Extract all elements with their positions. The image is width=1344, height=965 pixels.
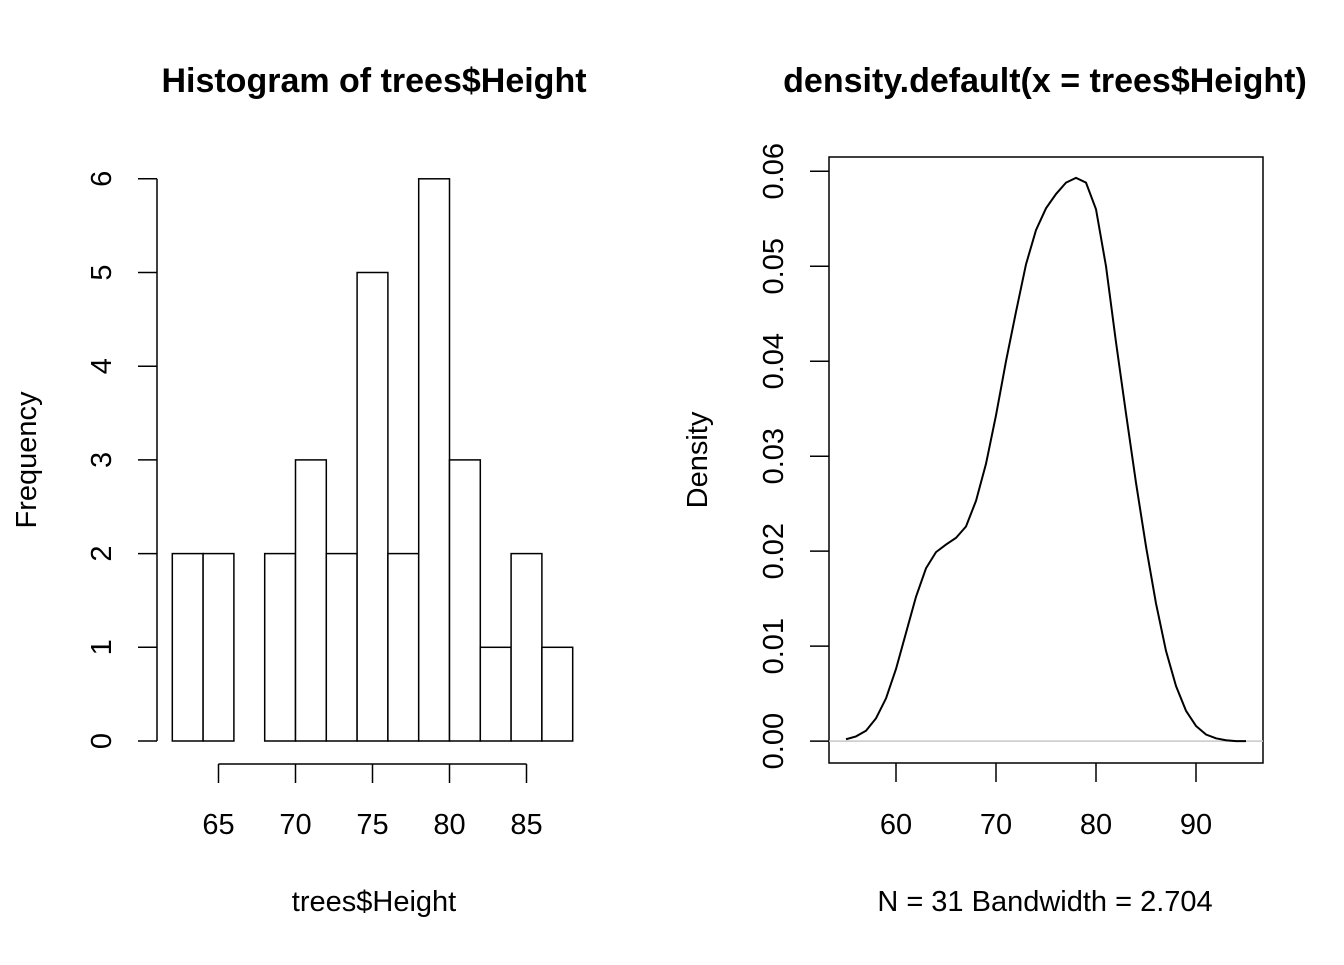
histogram-title: Histogram of trees$Height — [161, 62, 586, 100]
histogram-y-tick-label: 4 — [86, 358, 118, 374]
density-panel: density.default(x = trees$Height) N = 31… — [682, 62, 1307, 918]
histogram-bar — [202, 552, 235, 742]
density-curve — [845, 176, 1246, 743]
density-x-tick-label: 90 — [1180, 809, 1212, 841]
density-y-tick-label: 0.06 — [758, 143, 790, 199]
density-y-tick-label: 0.00 — [758, 713, 790, 769]
histogram-y-tick-label: 6 — [86, 171, 118, 187]
histogram-x-tick-label: 65 — [202, 809, 234, 841]
histogram-bar — [541, 646, 574, 742]
density-plot-box — [828, 156, 1264, 764]
histogram-y-tick-label: 1 — [86, 639, 118, 655]
density-x-tick-label: 80 — [1080, 809, 1112, 841]
histogram-x-axis: 65 70 75 80 85 — [202, 763, 543, 841]
histogram-bar — [294, 459, 328, 742]
histogram-bar — [263, 552, 297, 742]
density-title: density.default(x = trees$Height) — [783, 62, 1307, 100]
histogram-y-label: Frequency — [11, 391, 43, 529]
histogram-bar — [387, 552, 420, 742]
density-y-tick-label: 0.03 — [758, 428, 790, 484]
density-x-tick-label: 70 — [980, 809, 1012, 841]
density-y-tick-label: 0.04 — [758, 333, 790, 389]
histogram-x-label: trees$Height — [292, 886, 456, 918]
histogram-x-tick-label: 85 — [510, 809, 542, 841]
histogram-x-tick-label: 70 — [279, 809, 311, 841]
histogram-panel: Histogram of trees$Height trees$Height F… — [11, 62, 587, 918]
histogram-bar — [325, 552, 358, 742]
histogram-bar — [448, 459, 482, 742]
histogram-bars — [171, 178, 574, 742]
histogram-bar — [171, 552, 204, 742]
histogram-bar — [479, 646, 512, 742]
histogram-y-axis: 0 1 2 3 4 5 6 — [86, 171, 158, 749]
density-x-label: N = 31 Bandwidth = 2.704 — [877, 886, 1212, 918]
density-y-tick-label: 0.01 — [758, 618, 790, 674]
density-y-label: Density — [682, 411, 714, 508]
histogram-bar — [356, 271, 389, 742]
density-y-axis: 0.00 0.01 0.02 0.03 0.04 0.05 0.06 — [758, 143, 829, 769]
density-y-tick-label: 0.02 — [758, 523, 790, 579]
histogram-x-tick-label: 80 — [433, 809, 465, 841]
density-x-tick-label: 60 — [880, 809, 912, 841]
density-y-tick-label: 0.05 — [758, 238, 790, 294]
histogram-y-tick-label: 3 — [86, 452, 118, 468]
histogram-y-tick-label: 0 — [86, 733, 118, 749]
histogram-bar — [510, 552, 543, 742]
histogram-bar — [417, 178, 451, 742]
density-x-axis: 60 70 80 90 — [880, 763, 1212, 841]
histogram-x-tick-label: 75 — [356, 809, 388, 841]
histogram-y-tick-label: 2 — [86, 546, 118, 562]
histogram-y-tick-label: 5 — [86, 264, 118, 280]
